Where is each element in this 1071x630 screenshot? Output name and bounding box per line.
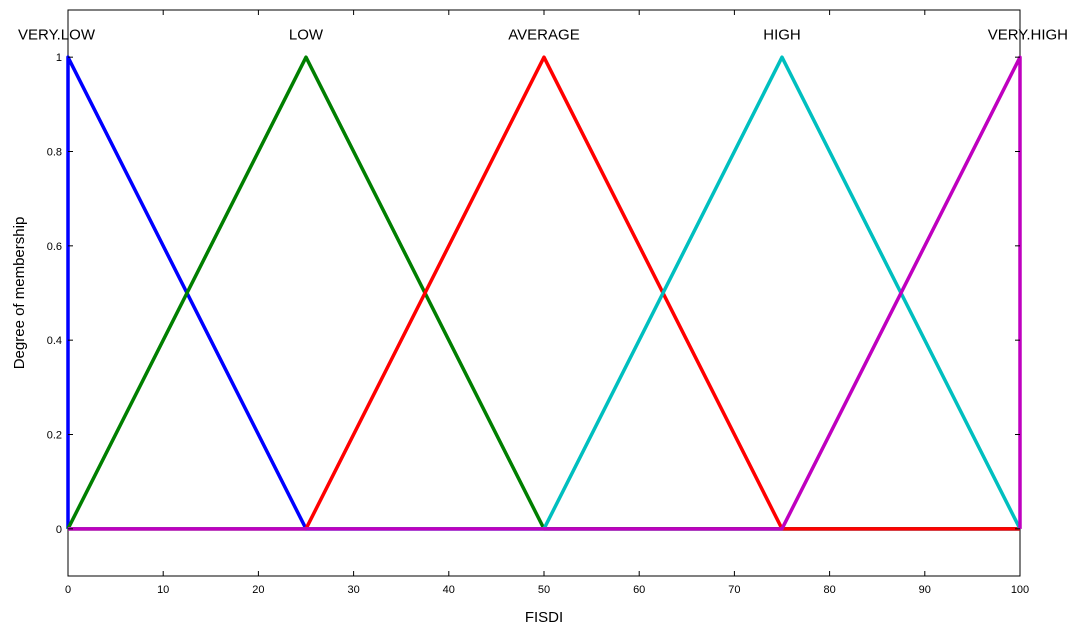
x-tick-label: 60 bbox=[633, 584, 645, 596]
series-layer bbox=[66, 55, 1022, 531]
x-tick-label: 0 bbox=[65, 584, 71, 596]
mf-label-average: AVERAGE bbox=[508, 27, 579, 44]
x-tick-label: 50 bbox=[538, 584, 550, 596]
mf-label-very-low: VERY.LOW bbox=[18, 27, 96, 44]
x-tick-label: 90 bbox=[919, 584, 931, 596]
mf-label-low: LOW bbox=[289, 27, 324, 44]
x-tick-label: 10 bbox=[157, 584, 169, 596]
y-tick-label: 0.8 bbox=[47, 147, 62, 159]
y-tick-label: 0.2 bbox=[47, 430, 62, 442]
x-tick-label: 30 bbox=[347, 584, 359, 596]
plot-area bbox=[67, 9, 1021, 577]
mf-label-high: HIGH bbox=[763, 27, 801, 44]
y-tick-label: 0.4 bbox=[47, 335, 62, 347]
x-axis-ticks: 0 10 20 30 40 50 60 70 80 90 100 bbox=[65, 10, 1029, 596]
y-tick-label: 0.6 bbox=[47, 241, 62, 253]
y-tick-label: 0 bbox=[56, 524, 62, 536]
x-tick-label: 70 bbox=[728, 584, 740, 596]
y-axis-ticks: 0 0.2 0.4 0.6 0.8 1 bbox=[47, 52, 1020, 536]
x-axis-label: FISDI bbox=[525, 609, 563, 626]
x-tick-label: 20 bbox=[252, 584, 264, 596]
x-tick-label: 40 bbox=[443, 584, 455, 596]
mf-labels: VERY.LOW LOW AVERAGE HIGH VERY.HIGH bbox=[18, 27, 1068, 44]
y-tick-label: 1 bbox=[56, 52, 62, 64]
x-tick-label: 80 bbox=[823, 584, 835, 596]
y-axis-label: Degree of membership bbox=[11, 217, 28, 370]
mf-label-very-high: VERY.HIGH bbox=[988, 27, 1068, 44]
series-line-very-high bbox=[68, 55, 1022, 531]
x-tick-label: 100 bbox=[1011, 584, 1029, 596]
